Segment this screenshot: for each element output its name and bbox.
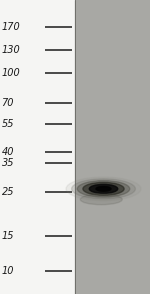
Ellipse shape	[96, 186, 111, 191]
Text: 70: 70	[2, 98, 14, 108]
Text: 170: 170	[2, 22, 20, 32]
Bar	[75, 0, 150, 294]
Text: 55: 55	[2, 119, 14, 129]
Ellipse shape	[83, 182, 124, 195]
Text: 100: 100	[2, 68, 20, 78]
Ellipse shape	[89, 184, 118, 193]
Ellipse shape	[80, 194, 122, 205]
Text: 25: 25	[2, 187, 14, 197]
Text: 40: 40	[2, 147, 14, 157]
Bar	[0, 0, 75, 294]
Text: 15: 15	[2, 231, 14, 241]
Text: 130: 130	[2, 45, 20, 55]
Ellipse shape	[72, 179, 135, 199]
Text: 35: 35	[2, 158, 14, 168]
Ellipse shape	[66, 177, 141, 201]
Ellipse shape	[77, 181, 130, 197]
Text: 10: 10	[2, 266, 14, 276]
